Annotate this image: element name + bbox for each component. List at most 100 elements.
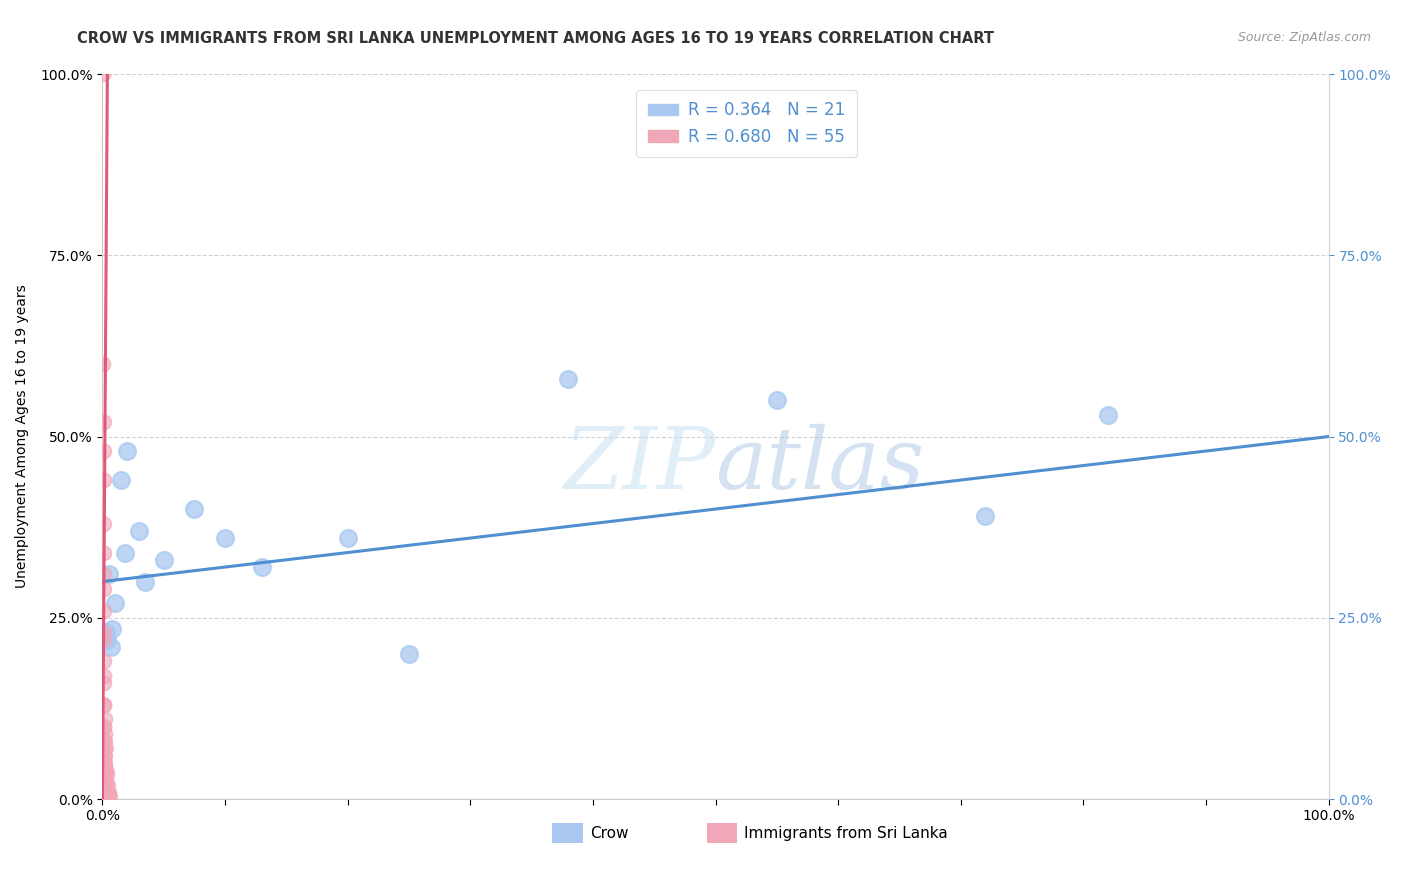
Point [974, 509, 997, 524]
Point [101, 622, 124, 636]
Point [93, 582, 115, 596]
Text: CROW VS IMMIGRANTS FROM SRI LANKA UNEMPLOYMENT AMONG AGES 16 TO 19 YEARS CORRELA: CROW VS IMMIGRANTS FROM SRI LANKA UNEMPL… [77, 31, 994, 46]
Point [93, 734, 115, 748]
Point [93, 654, 115, 668]
Point [94, 712, 117, 726]
Point [93, 516, 115, 531]
Point [97, 789, 120, 803]
Point [93, 756, 115, 770]
Text: Source: ZipAtlas.com: Source: ZipAtlas.com [1237, 31, 1371, 45]
Point [97, 785, 120, 799]
Point [93, 783, 115, 797]
Point [98, 786, 121, 800]
Point [94, 787, 117, 801]
Point [93, 625, 115, 640]
Point [96, 781, 118, 796]
Point [93, 763, 115, 777]
Point [93, 778, 115, 792]
Point [93, 786, 115, 800]
Point [96, 766, 118, 780]
Point [93, 603, 115, 617]
Point [93, 582, 115, 596]
Point [93, 654, 115, 668]
Point [93, 720, 115, 734]
Point [94, 763, 117, 777]
Point [93, 781, 115, 796]
Point [93, 567, 115, 582]
Point [96, 781, 118, 796]
Point [766, 393, 789, 408]
Point [94, 727, 117, 741]
Point [97, 789, 120, 803]
Point [94, 763, 117, 777]
Point [93, 473, 115, 487]
Point [557, 371, 579, 385]
Point [98, 789, 121, 804]
Point [93, 786, 115, 800]
Point [1097, 408, 1119, 422]
Point [93, 770, 115, 784]
Point [93, 415, 115, 429]
Point [94, 773, 117, 788]
Point [96, 773, 118, 788]
Point [93, 741, 115, 756]
Point [94, 781, 117, 796]
Point [94, 712, 117, 726]
Legend: R = 0.364   N = 21, R = 0.680   N = 55: R = 0.364 N = 21, R = 0.680 N = 55 [636, 89, 856, 157]
Point [94, 748, 117, 763]
Point [93, 444, 115, 458]
Point [94, 779, 117, 793]
Text: Crow: Crow [591, 826, 628, 840]
Point [93, 67, 115, 81]
Point [93, 789, 115, 804]
Point [96, 766, 118, 780]
Point [93, 676, 115, 690]
Point [93, 720, 115, 734]
Point [93, 763, 115, 777]
Point [96, 786, 118, 800]
Point [94, 773, 117, 788]
Point [98, 786, 121, 800]
Point [93, 625, 115, 640]
Point [94, 727, 117, 741]
Point [93, 741, 115, 756]
Point [110, 473, 132, 487]
Point [93, 415, 115, 429]
Point [94, 756, 117, 770]
Point [128, 524, 150, 538]
Point [96, 632, 118, 647]
Point [94, 759, 117, 773]
Point [93, 603, 115, 617]
Point [97, 785, 120, 799]
Point [93, 698, 115, 712]
Point [97, 778, 120, 792]
Point [93, 720, 115, 734]
Point [94, 770, 117, 784]
Point [94, 756, 117, 770]
Point [93, 789, 115, 804]
Point [93, 698, 115, 712]
Point [93, 783, 115, 797]
Point [93, 756, 115, 770]
Point [93, 748, 115, 763]
Point [93, 545, 115, 559]
Point [94, 787, 117, 801]
Point [134, 574, 156, 589]
Point [93, 770, 115, 784]
Point [93, 444, 115, 458]
Point [93, 734, 115, 748]
Text: Immigrants from Sri Lanka: Immigrants from Sri Lanka [745, 826, 948, 840]
Point [94, 741, 117, 756]
Point [94, 625, 117, 640]
Point [94, 779, 117, 793]
Point [104, 596, 127, 610]
Point [93, 632, 115, 647]
Point [93, 778, 115, 792]
Point [336, 531, 359, 545]
Point [93, 669, 115, 683]
Point [114, 545, 136, 559]
Point [93, 770, 115, 784]
Point [94, 734, 117, 748]
Point [93, 676, 115, 690]
Point [96, 773, 118, 788]
